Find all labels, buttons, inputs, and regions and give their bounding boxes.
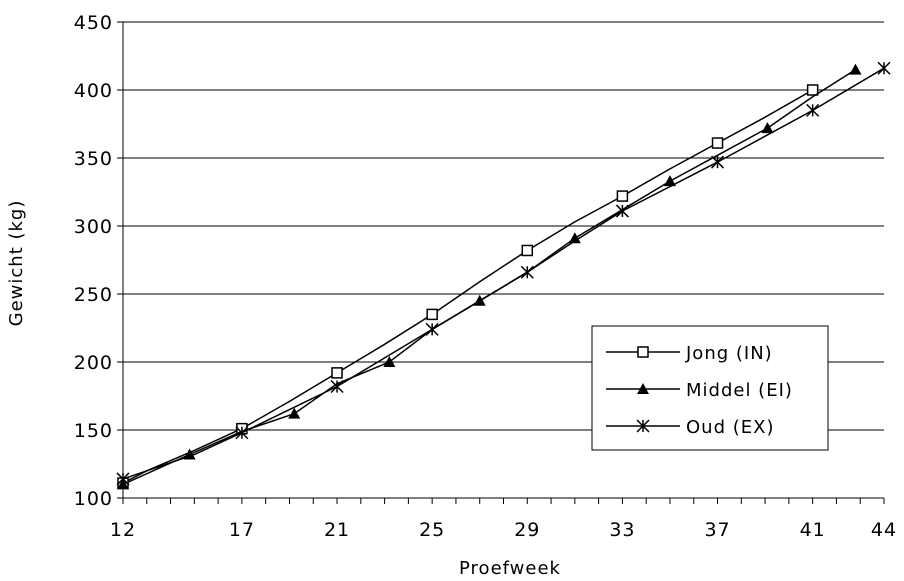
series-lines [116, 61, 891, 490]
x-tick-label: 44 [871, 519, 897, 541]
legend-item: Jong (IN) [606, 343, 773, 364]
data-point [288, 407, 301, 419]
x-tick-label: 33 [609, 519, 635, 541]
legend-marker [637, 383, 649, 394]
data-point [426, 308, 438, 321]
x-tick-label: 25 [419, 519, 445, 541]
x-tick-label: 41 [800, 519, 826, 541]
legend-box [591, 325, 829, 451]
y-tick-label: 250 [74, 284, 113, 306]
data-point [761, 122, 774, 134]
data-point [806, 84, 819, 96]
axes [117, 21, 885, 504]
data-point [877, 61, 891, 75]
data-point [331, 367, 343, 379]
data-point [663, 175, 676, 187]
series-2 [116, 61, 891, 486]
data-point [235, 426, 249, 440]
data-point [568, 232, 581, 244]
y-tick-label: 350 [74, 148, 113, 170]
legend: Jong (IN) Middel (EI) Oud (EX) [591, 325, 829, 451]
y-axis-title: Gewicht (kg) [6, 200, 27, 327]
y-tick-label: 150 [74, 420, 113, 442]
x-tick-label: 37 [704, 519, 730, 541]
data-point [330, 379, 344, 394]
x-tick-label: 12 [110, 519, 136, 541]
data-point [615, 204, 629, 218]
y-tick-label: 100 [74, 488, 113, 510]
legend-marker [636, 419, 650, 433]
y-tick-label: 400 [74, 80, 113, 102]
legend-marker [637, 346, 649, 358]
y-tick-label: 300 [74, 216, 113, 238]
x-tick-label: 17 [229, 519, 255, 541]
data-point [425, 322, 439, 336]
series-line [122, 67, 885, 480]
x-tick-label: 21 [324, 519, 350, 541]
data-point [383, 356, 396, 367]
data-point [616, 190, 629, 202]
data-point [711, 137, 724, 149]
data-point [849, 63, 862, 75]
x-axis-title: Proefweek [459, 558, 561, 579]
legend-item: Oud (EX) [606, 417, 774, 438]
y-tick-label: 200 [74, 352, 113, 374]
legend-label: Oud (EX) [686, 417, 774, 438]
gridlines [123, 21, 884, 431]
x-tick-labels: 12 17 21 25 29 33 37 41 44 [110, 519, 897, 541]
data-point [520, 265, 534, 279]
data-point [521, 244, 534, 257]
data-point [116, 472, 130, 486]
y-tick-labels: 100 150 200 250 300 350 400 450 [74, 12, 113, 510]
data-point [711, 155, 725, 169]
legend-item: Middel (EI) [606, 380, 793, 401]
series-line [122, 89, 814, 484]
y-tick-label: 450 [74, 12, 113, 34]
legend-label: Middel (EI) [686, 380, 793, 401]
data-point [806, 103, 820, 117]
legend-label: Jong (IN) [685, 343, 773, 364]
x-tick-label: 29 [514, 519, 540, 541]
